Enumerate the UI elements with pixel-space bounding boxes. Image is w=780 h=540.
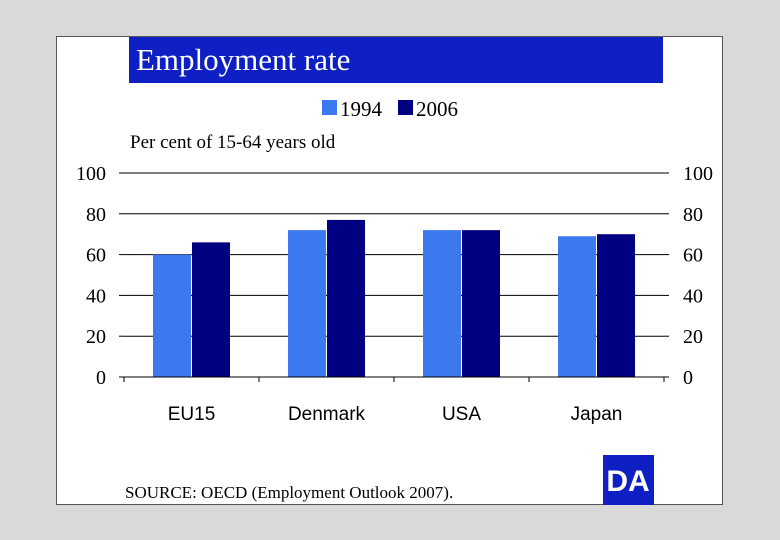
bar-usa-1994: [423, 230, 461, 377]
x-tick-label-usa: USA: [442, 404, 481, 425]
chart-title: Employment rate: [129, 37, 663, 83]
y-tick-label-left: 60: [86, 245, 106, 267]
y-tick-label-left: 100: [76, 163, 106, 185]
y-tick-label-right: 80: [683, 204, 703, 226]
y-tick-label-left: 20: [86, 326, 106, 348]
y-tick-label-left: 0: [96, 367, 106, 389]
y-tick-label-right: 60: [683, 245, 703, 267]
x-tick-label-denmark: Denmark: [288, 404, 366, 425]
y-tick-label-left: 80: [86, 204, 106, 226]
y-tick-label-right: 0: [683, 367, 693, 389]
y-tick-label-right: 100: [683, 163, 713, 185]
bar-japan-1994: [558, 236, 596, 377]
legend-label-2006: 2006: [416, 97, 458, 121]
bar-usa-2006: [462, 230, 500, 377]
y-tick-label-right: 40: [683, 285, 703, 307]
bar-denmark-2006: [327, 219, 365, 377]
logo-background: [603, 455, 654, 505]
x-tick-label-japan: Japan: [571, 404, 623, 425]
legend: 1994 2006: [322, 97, 458, 121]
x-tick-label-eu15: EU15: [168, 404, 216, 425]
legend-label-1994: 1994: [340, 97, 383, 121]
y-tick-label-right: 20: [683, 326, 703, 348]
source-note: SOURCE: OECD (Employment Outlook 2007).: [125, 483, 453, 502]
bars: [153, 219, 635, 377]
bar-eu15-1994: [153, 254, 191, 377]
axes: 0 0 20 20 40 40 60 60 80 80 100 100 EU15 Denmark USA Ja…: [76, 163, 713, 425]
logo-text: DA: [606, 465, 649, 498]
y-tick-label-left: 40: [86, 285, 106, 307]
legend-swatch-2006: [398, 100, 413, 115]
legend-swatch-1994: [322, 100, 337, 115]
bar-denmark-1994: [288, 230, 326, 377]
bar-eu15-2006: [192, 242, 230, 377]
unit-label: Per cent of 15-64 years old: [130, 132, 336, 153]
bar-japan-2006: [597, 234, 635, 377]
da-logo: DA: [603, 455, 654, 505]
